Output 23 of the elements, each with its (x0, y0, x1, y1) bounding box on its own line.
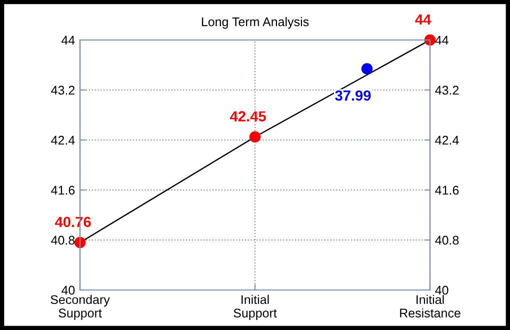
y-tick-label: 44 (62, 36, 75, 45)
data-label: 40.76 (55, 216, 91, 228)
point (74, 236, 86, 248)
y2-tick-label: 40 (435, 286, 448, 295)
y-tick-label: 40 (62, 286, 75, 295)
x-tick-label: Initial Support (234, 294, 277, 320)
y-tick-label: 40.8 (51, 236, 75, 245)
y-tick-label: 43.2 (51, 86, 75, 95)
y2-tick-label: 41.6 (435, 186, 459, 195)
x-tick-label: Secondary Support (50, 294, 110, 320)
y2-tick-label: 43.2 (435, 86, 459, 95)
x-tick-label: Initial Resistance (400, 294, 460, 318)
data-label: 44 (415, 14, 432, 24)
y2-tick-label: 42.4 (435, 136, 459, 145)
data-label: 42.45 (230, 111, 266, 122)
y2-tick-label: 44 (435, 36, 448, 45)
y-tick-label: 42.4 (51, 136, 75, 145)
y2-tick-label: 40.8 (435, 236, 459, 245)
point (424, 34, 436, 46)
chart-title: Long Term Analysis (202, 17, 309, 29)
annotation: 37.99 (335, 90, 371, 101)
y-tick-label: 41.6 (51, 186, 75, 195)
point (249, 131, 261, 142)
